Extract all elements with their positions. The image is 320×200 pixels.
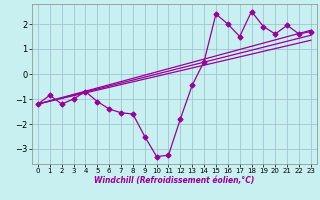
X-axis label: Windchill (Refroidissement éolien,°C): Windchill (Refroidissement éolien,°C) xyxy=(94,176,255,185)
